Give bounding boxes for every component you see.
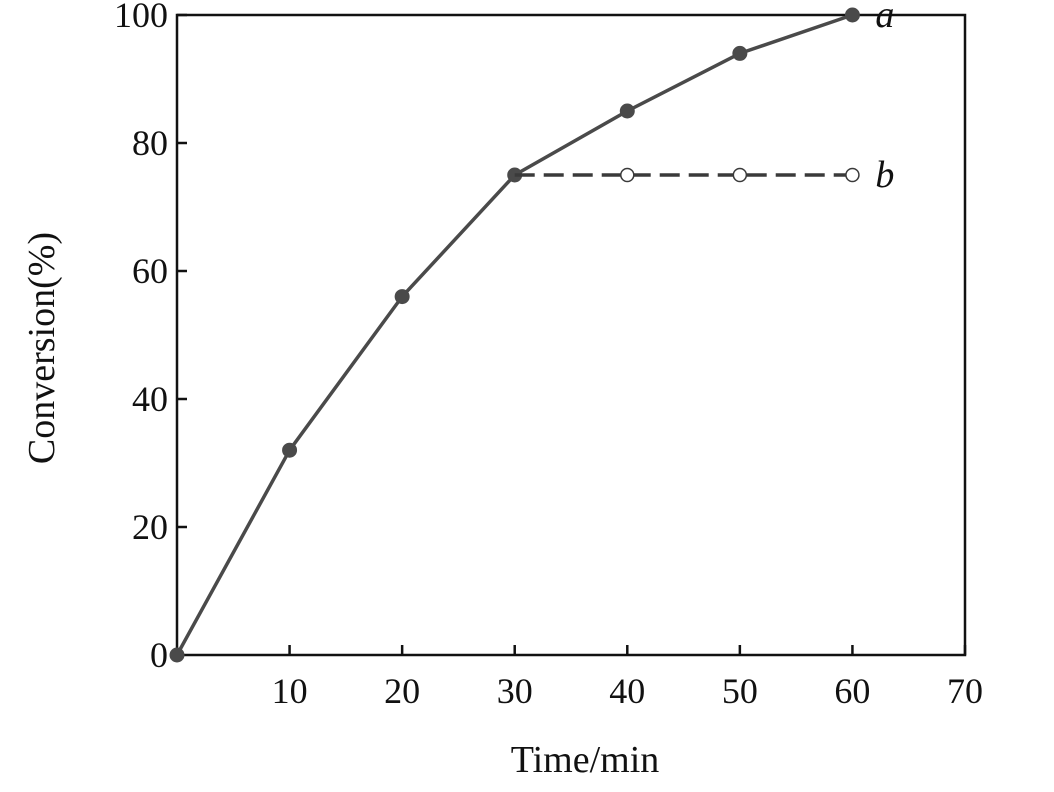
- x-axis-title: Time/min: [511, 739, 660, 781]
- data-point-b: [620, 167, 635, 183]
- x-tick-label: 20: [384, 671, 420, 711]
- series-label-layer: ab: [875, 0, 894, 196]
- x-tick-label: 40: [609, 671, 645, 711]
- plot-frame: [175, 13, 967, 657]
- x-tick-label: 60: [834, 671, 870, 711]
- series-label-a: a: [875, 0, 894, 36]
- x-tick-label: 30: [497, 671, 533, 711]
- y-tick-label: 80: [132, 123, 168, 163]
- data-point-a: [394, 289, 410, 305]
- x-tick-label: 70: [947, 671, 983, 711]
- y-tick-label: 0: [150, 635, 168, 675]
- data-point-b: [845, 167, 860, 183]
- y-tick-label: 100: [114, 0, 168, 35]
- y-axis-ticks: 0 20 40 60 80 100: [114, 0, 187, 675]
- y-tick-label: 20: [132, 507, 168, 547]
- data-point-a: [732, 45, 748, 61]
- y-tick-label: 40: [132, 379, 168, 419]
- x-tick-label: 50: [722, 671, 758, 711]
- series-label-b: b: [875, 154, 894, 196]
- data-point-a: [282, 442, 298, 458]
- data-point-a: [169, 647, 185, 663]
- data-point-b: [732, 167, 748, 183]
- x-axis-ticks: 10 20 30 40 50 60 70: [272, 645, 983, 711]
- y-axis-title: Conversion(%): [21, 232, 63, 464]
- series-layer: [169, 7, 860, 663]
- series-line-a: [175, 13, 853, 656]
- data-point-a: [619, 103, 635, 119]
- x-tick-label: 10: [272, 671, 308, 711]
- y-tick-label: 60: [132, 251, 168, 291]
- data-point-a: [844, 7, 860, 23]
